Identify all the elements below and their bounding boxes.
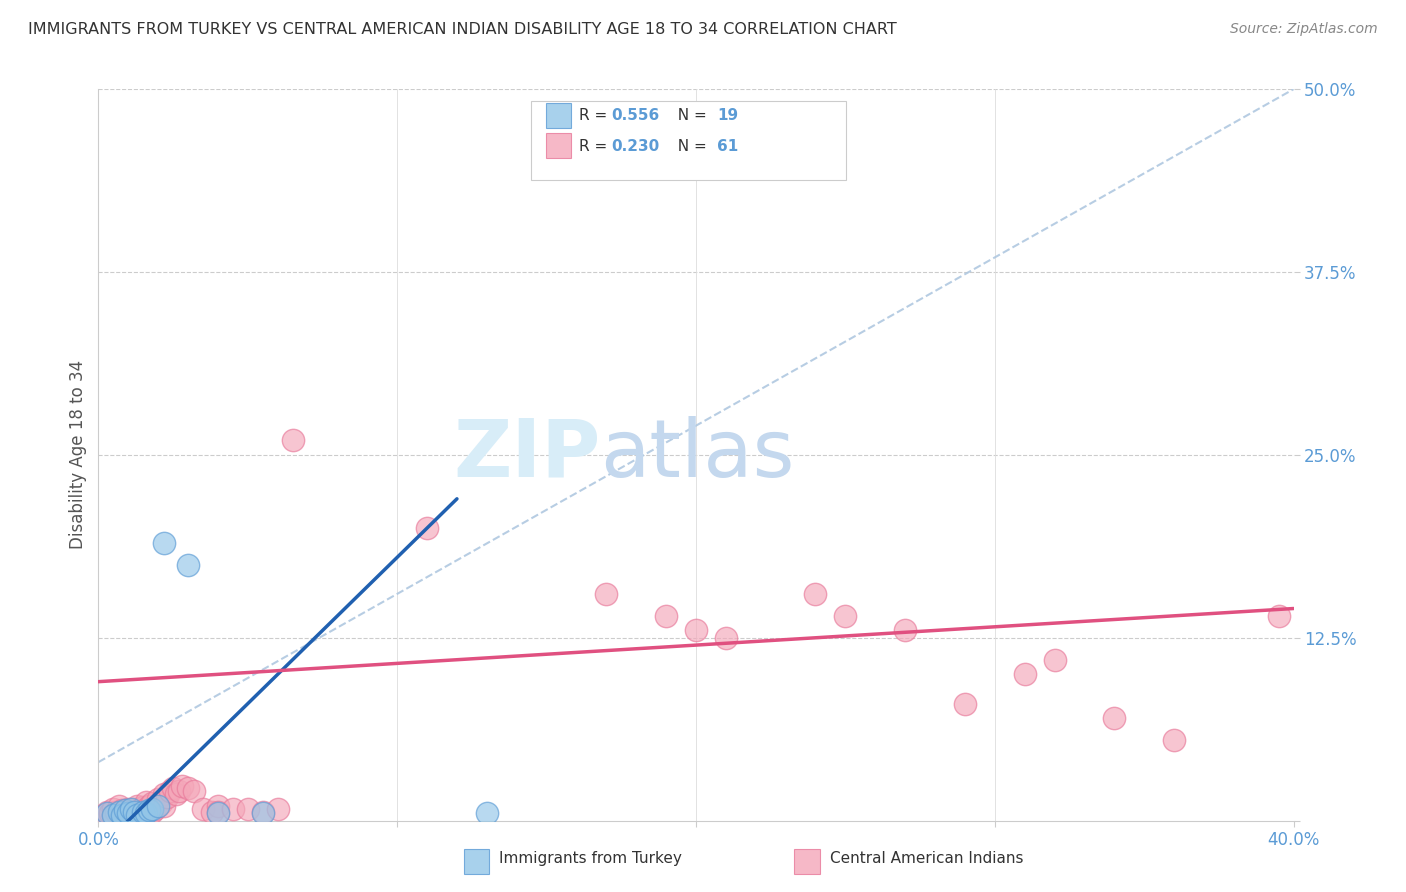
Point <box>96 805 118 819</box>
Point <box>1163 733 1185 747</box>
Text: N =: N = <box>668 139 711 153</box>
Y-axis label: Disability Age 18 to 34: Disability Age 18 to 34 <box>69 360 87 549</box>
Point <box>124 802 146 816</box>
Point <box>153 535 176 549</box>
Point <box>141 805 163 819</box>
Point <box>207 806 229 821</box>
Text: Source: ZipAtlas.com: Source: ZipAtlas.com <box>1230 22 1378 37</box>
Point <box>114 805 136 819</box>
Point <box>124 805 146 819</box>
Point <box>96 806 118 821</box>
Point <box>148 799 170 814</box>
Point <box>1043 653 1066 667</box>
Point <box>150 796 173 810</box>
Point <box>1014 667 1036 681</box>
Point <box>120 805 142 819</box>
Point <box>894 624 917 638</box>
Point <box>183 784 205 798</box>
Point <box>111 807 134 822</box>
Point <box>127 799 149 814</box>
Point <box>172 779 194 793</box>
Point <box>108 805 131 819</box>
Text: R =: R = <box>579 108 613 122</box>
Text: IMMIGRANTS FROM TURKEY VS CENTRAL AMERICAN INDIAN DISABILITY AGE 18 TO 34 CORREL: IMMIGRANTS FROM TURKEY VS CENTRAL AMERIC… <box>28 22 897 37</box>
Point <box>655 608 678 623</box>
Point <box>222 802 245 816</box>
Text: 0.556: 0.556 <box>612 108 659 122</box>
Point <box>156 790 179 805</box>
Point <box>103 807 125 822</box>
Point <box>98 806 122 821</box>
Point <box>141 796 163 810</box>
Point <box>804 587 827 601</box>
Point <box>207 805 229 819</box>
Point <box>191 802 214 816</box>
Text: ZIP: ZIP <box>453 416 600 494</box>
Point <box>127 807 149 822</box>
Point <box>159 784 181 798</box>
Point <box>953 697 976 711</box>
Point <box>475 806 498 821</box>
Point <box>834 608 856 623</box>
Text: Immigrants from Turkey: Immigrants from Turkey <box>499 851 682 865</box>
Text: 19: 19 <box>717 108 738 122</box>
Point <box>281 434 304 448</box>
Point <box>141 802 163 816</box>
Point <box>177 781 200 796</box>
Point <box>153 799 176 814</box>
Point <box>135 795 157 809</box>
Point <box>167 784 190 798</box>
Point <box>177 558 200 572</box>
Point <box>120 802 142 816</box>
Point <box>143 802 166 816</box>
Point <box>201 805 224 819</box>
Text: N =: N = <box>668 108 711 122</box>
Point <box>153 787 176 801</box>
Point <box>108 799 131 814</box>
Text: 61: 61 <box>717 139 738 153</box>
Point <box>117 802 139 816</box>
Point <box>103 802 125 816</box>
Point <box>124 807 146 822</box>
Point <box>1104 711 1126 725</box>
Point <box>252 806 274 821</box>
Point <box>714 631 737 645</box>
Text: 0.230: 0.230 <box>612 139 659 153</box>
Point <box>129 805 152 819</box>
Point <box>105 805 128 819</box>
Point <box>207 799 229 814</box>
Point <box>93 807 115 822</box>
Point <box>111 807 134 822</box>
Text: Central American Indians: Central American Indians <box>830 851 1024 865</box>
Point <box>138 799 160 814</box>
Point <box>111 804 134 818</box>
Point <box>117 806 139 821</box>
Text: R =: R = <box>579 139 613 153</box>
Point <box>132 806 155 821</box>
Point <box>148 799 170 814</box>
Text: atlas: atlas <box>600 416 794 494</box>
Point <box>114 804 136 818</box>
Point <box>135 806 157 821</box>
Point <box>132 800 155 814</box>
Point <box>416 521 439 535</box>
Point <box>267 802 290 816</box>
Point <box>132 805 155 819</box>
Point <box>103 807 125 822</box>
Point <box>165 787 187 801</box>
Point <box>162 781 184 796</box>
Point <box>1267 608 1289 623</box>
Point <box>595 587 617 601</box>
Point <box>138 804 160 818</box>
Point <box>252 805 274 819</box>
Point <box>148 791 170 805</box>
Point <box>135 802 157 816</box>
Point <box>685 624 707 638</box>
Point <box>236 802 259 816</box>
Point <box>117 806 139 821</box>
